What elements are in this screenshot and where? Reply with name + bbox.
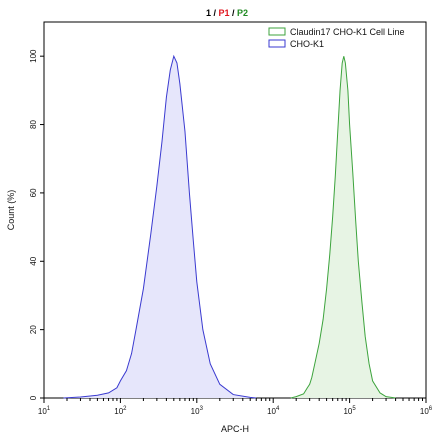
x-axis-title: APC-H — [221, 424, 249, 434]
y-tick-label: 20 — [29, 325, 38, 334]
gate-part: P2 — [237, 8, 248, 18]
plot-frame — [43, 21, 427, 399]
series-0-line — [290, 56, 396, 399]
x-tick-label: 102 — [114, 406, 127, 416]
y-tick-label: 60 — [29, 188, 38, 197]
gate-part: P1 — [218, 8, 229, 18]
series-1-area — [63, 56, 257, 399]
y-tick-label: 80 — [29, 120, 38, 129]
axis-layer: 0 20 40 60 80 100 101 102 103 104 105 106 — [29, 49, 433, 416]
y-tick-label: 0 — [29, 395, 38, 400]
legend-label-claudin17: Claudin17 CHO-K1 Cell Line — [290, 27, 405, 37]
series-1-line — [63, 54, 257, 399]
gate-part: 1 — [206, 8, 211, 18]
gate-separator: / — [211, 8, 219, 18]
legend-swatch-cho-k1 — [268, 39, 286, 48]
series-0-area — [290, 56, 396, 399]
series-layer — [63, 54, 396, 399]
gate-path: 1 / P1 / P2 — [206, 8, 248, 18]
x-tick-label: 101 — [38, 406, 51, 416]
y-axis-title: Count (%) — [6, 190, 16, 231]
x-tick-label: 104 — [267, 406, 280, 416]
x-tick-label: 103 — [191, 406, 204, 416]
x-tick-label: 105 — [343, 406, 356, 416]
y-tick-label: 100 — [29, 49, 38, 63]
x-tick-label: 106 — [420, 406, 433, 416]
legend-label-cho-k1: CHO-K1 — [290, 39, 324, 49]
legend-swatch-claudin17 — [268, 27, 286, 36]
legend: Claudin17 CHO-K1 Cell Line CHO-K1 — [268, 27, 405, 49]
y-tick-label: 40 — [29, 256, 38, 265]
gate-separator: / — [230, 8, 238, 18]
